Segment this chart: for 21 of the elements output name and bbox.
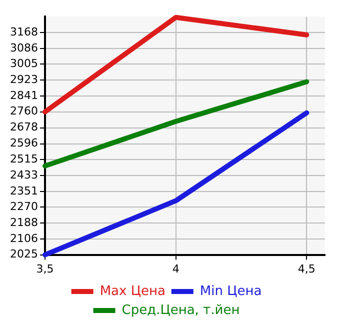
y-tick-label: 2106 — [10, 232, 38, 245]
y-tick-label: 2923 — [10, 73, 38, 86]
y-tick-label: 2841 — [10, 88, 38, 102]
y-tick-label: 2188 — [10, 216, 38, 229]
y-tick-label: 3005 — [10, 57, 38, 70]
y-tick-label: 2433 — [10, 168, 38, 182]
legend-label: Min Цена — [200, 284, 262, 299]
y-tick-label: 2270 — [10, 200, 38, 214]
y-tick-label: 2025 — [10, 248, 38, 261]
x-tick-label: 4,5 — [298, 262, 316, 276]
y-tick-label: 2351 — [10, 184, 38, 198]
y-tick-label: 3086 — [10, 41, 38, 54]
y-tick-label: 2760 — [10, 104, 38, 118]
y-tick-label: 3168 — [10, 25, 38, 38]
y-tick-label: 2515 — [10, 152, 38, 166]
y-tick-label: 2596 — [10, 136, 38, 150]
x-tick-label: 4 — [172, 262, 180, 276]
legend-label: Сред.Цена, т.йен — [122, 302, 240, 318]
x-tick-label: 3,5 — [36, 262, 54, 276]
y-tick-label: 2678 — [10, 120, 38, 134]
legend-label: Max Цена — [100, 284, 166, 299]
